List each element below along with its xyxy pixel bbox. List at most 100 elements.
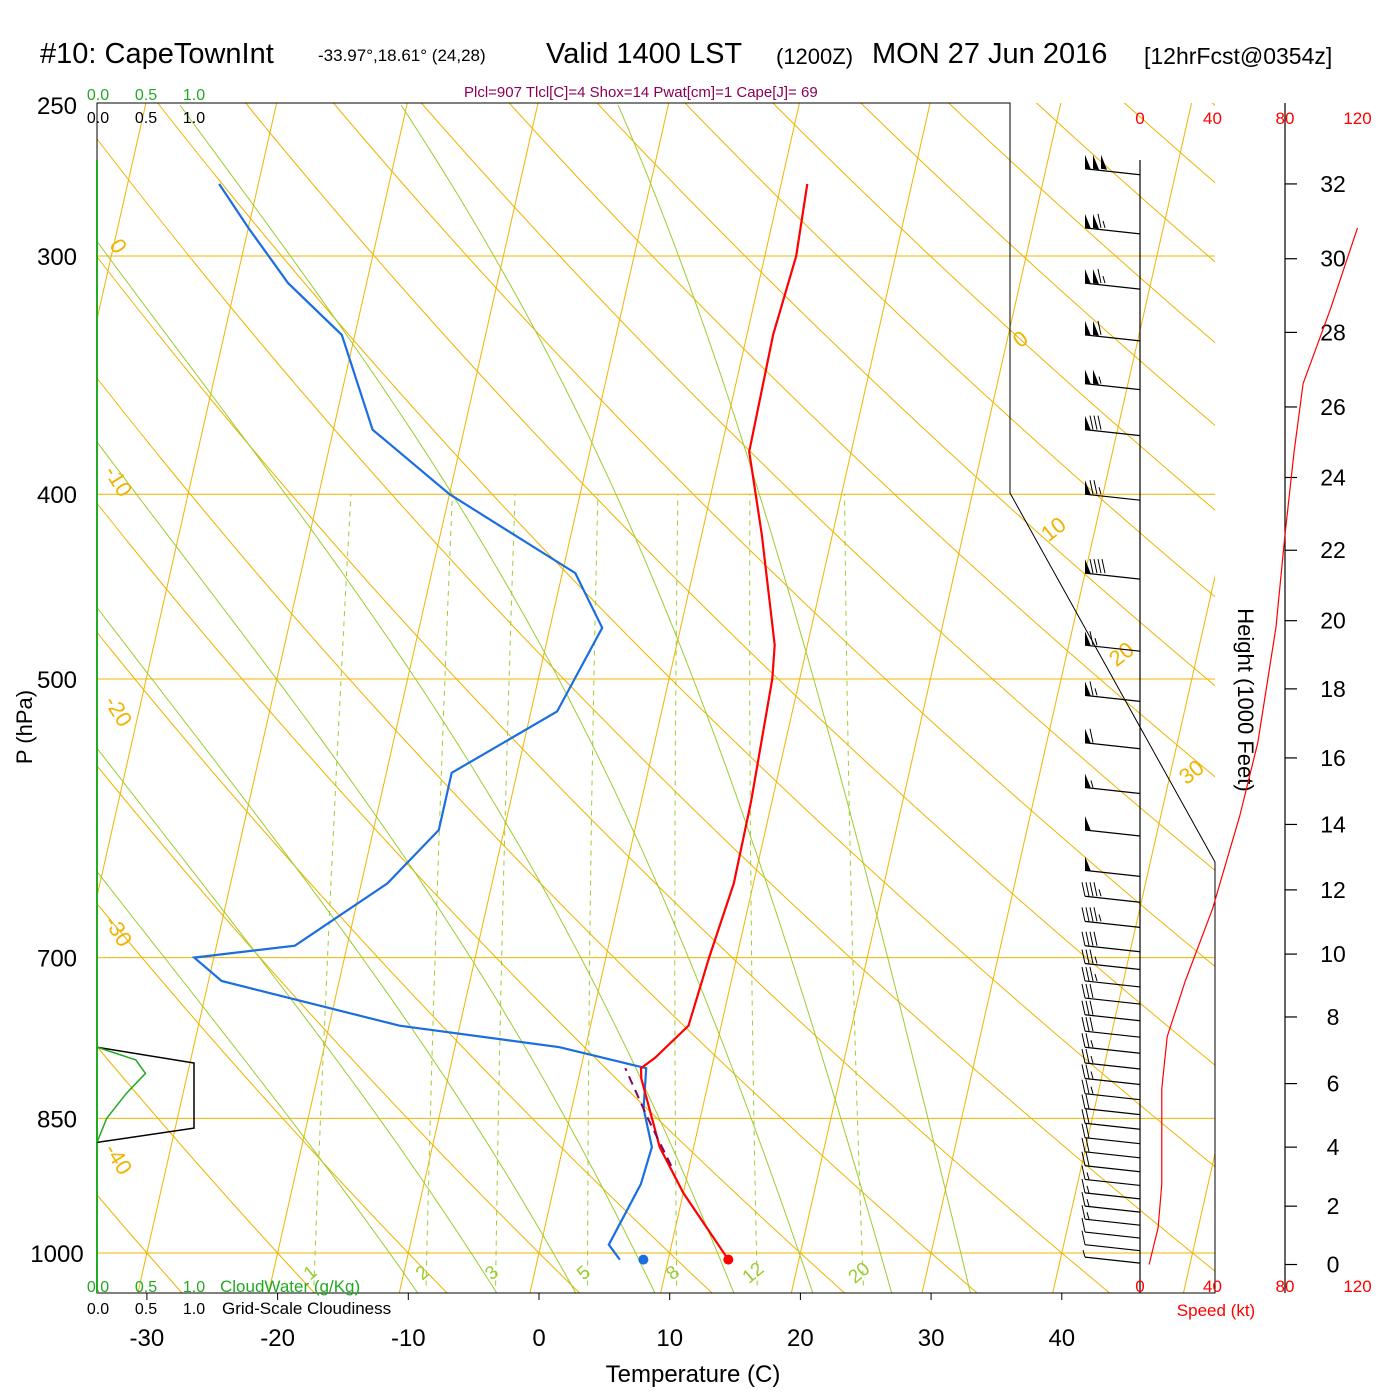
dry-adiabat-line — [97, 502, 846, 1293]
temperature-tick-label: 20 — [787, 1325, 814, 1352]
wind-barb-half-flag — [1090, 1055, 1094, 1064]
temperature-line — [639, 183, 809, 1261]
temperature-tick-label: -10 — [391, 1325, 426, 1352]
wind-barb-flag — [1081, 1048, 1086, 1064]
wind-barb-staff — [1084, 980, 1141, 988]
wind-barb-pennant — [1085, 480, 1091, 496]
speed-tick-top: 0 — [1135, 109, 1144, 128]
wind-barb-staff — [1084, 227, 1141, 235]
plot-border — [96, 102, 1216, 1294]
wind-barb-flag — [1081, 882, 1086, 897]
wind-barb-staff — [1084, 1165, 1141, 1173]
wind-barb-staff — [1084, 1077, 1141, 1086]
wind-barb-staff — [1084, 1046, 1141, 1054]
temperature-tick-label: -30 — [130, 1325, 165, 1352]
background-lines — [0, 71, 1215, 1301]
wind-barb-staff — [1084, 168, 1141, 176]
dry-adiabat-line — [97, 1045, 316, 1293]
wind-barb-pennant — [1085, 269, 1091, 285]
wind-barb — [1084, 728, 1141, 750]
speed-tick-top: 80 — [1276, 109, 1295, 128]
wind-barb-flag — [1081, 1205, 1086, 1220]
cloud-water-tick-bottom: 0.5 — [135, 1279, 157, 1296]
isotherm-line — [529, 103, 800, 1293]
dry-adiabat-line — [332, 103, 1215, 968]
dry-adiabat-line — [596, 103, 1215, 687]
wind-barb — [1081, 931, 1141, 953]
wind-barb — [1081, 1109, 1141, 1130]
stability-indices: Plcl=907 Tlcl[C]=4 Shox=14 Pwat[cm]=1 Ca… — [464, 84, 818, 101]
wind-barb-staff — [1084, 1151, 1141, 1159]
height-tick-label: 6 — [1327, 1071, 1340, 1097]
moist-adiabat-line — [97, 747, 498, 1293]
wind-barb-flag — [1085, 1151, 1090, 1166]
cloud-water-tick-bottom: 0.0 — [87, 1279, 109, 1296]
isotherm-label: 10 — [1036, 512, 1071, 547]
cloudiness-tick-top: 0.0 — [87, 110, 109, 127]
cloudiness-tick-top: 1.0 — [183, 110, 205, 127]
wind-barb-flag — [1097, 269, 1102, 284]
wind-barb-staff — [1084, 1122, 1141, 1130]
cloud-water-tick-top: 1.0 — [183, 87, 205, 104]
moist-adiabat-line — [97, 606, 577, 1293]
height-tick-label: 22 — [1320, 537, 1346, 563]
wind-barb-half-flag — [1082, 1249, 1086, 1258]
wind-barb-flag — [1089, 983, 1094, 999]
wind-barb-flag — [1089, 882, 1094, 897]
wind-barb — [1084, 269, 1141, 290]
pressure-tick-label: 700 — [37, 946, 77, 973]
wind-barb — [1081, 1230, 1141, 1252]
isotherm-label: 0 — [105, 234, 133, 258]
wind-barb-staff — [1084, 869, 1141, 877]
isotherm-label: 20 — [1104, 637, 1139, 672]
mixing-ratio-label: 2 — [412, 1262, 434, 1285]
wind-barb-flag — [1081, 1094, 1086, 1109]
wind-barb-flag — [1081, 931, 1086, 946]
height-tick-label: 32 — [1320, 171, 1346, 197]
wind-barb — [1081, 949, 1141, 971]
wind-barb-flag — [1085, 1094, 1090, 1109]
wind-barb — [1081, 1048, 1141, 1070]
temperature-tick-label: 10 — [656, 1325, 683, 1352]
cloud-water-line — [97, 1046, 147, 1143]
wind-barb-staff — [1084, 1093, 1141, 1101]
wind-barb-flag — [1081, 1137, 1086, 1152]
wind-barbs — [1081, 154, 1141, 1264]
dry-adiabat-line — [420, 103, 1215, 872]
wind-barb-flag — [1097, 559, 1102, 574]
wind-barb-flag — [1089, 559, 1094, 574]
wind-barb-half-flag — [1090, 1071, 1094, 1079]
wind-barb — [1084, 320, 1141, 342]
wind-barb-flag — [1081, 1151, 1086, 1166]
height-tick-label: 14 — [1320, 811, 1346, 837]
wind-barb — [1081, 882, 1141, 903]
dry-adiabat-line — [97, 903, 448, 1293]
wind-barb — [1081, 1064, 1141, 1086]
pressure-tick-label: 500 — [37, 667, 77, 694]
wind-barb — [1084, 559, 1141, 580]
dry-adiabat-line — [244, 103, 1215, 1066]
wind-barb — [1084, 631, 1141, 652]
isotherm-line — [137, 103, 408, 1293]
wind-barb-staff — [1084, 1231, 1141, 1239]
wind-barb-staff — [1084, 572, 1141, 580]
wind-barb — [1081, 1137, 1141, 1159]
wind-barb — [1081, 1165, 1141, 1187]
pressure-tick-label: 250 — [37, 93, 77, 120]
cloudiness-label: Grid-Scale Cloudiness — [222, 1299, 391, 1318]
height-tick-label: 28 — [1320, 319, 1346, 345]
wind-barb-flag — [1093, 882, 1098, 897]
wind-barb-flag — [1089, 1017, 1094, 1032]
wind-barb-pennant — [1093, 154, 1099, 170]
wind-barb-flag — [1081, 1064, 1086, 1079]
wind-barb-flag — [1081, 1109, 1086, 1124]
wind-barb-half-flag — [1086, 1172, 1090, 1180]
wind-barb-half-flag — [1090, 780, 1094, 788]
isotherm-line — [268, 103, 539, 1293]
dry-adiabat-line — [684, 103, 1215, 598]
isotherm-line — [0, 71, 22, 1301]
wind-barb-pennant — [1093, 320, 1099, 336]
wind-barb-staff — [1084, 742, 1141, 750]
dry-adiabat-line — [157, 103, 1215, 1168]
